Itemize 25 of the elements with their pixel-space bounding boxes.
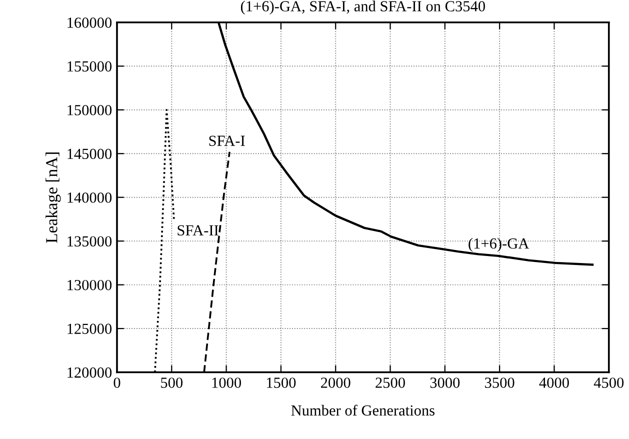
series-label: SFA-II bbox=[178, 225, 218, 236]
y-tick-label: 125000 bbox=[68, 324, 112, 334]
x-tick-label: 2500 bbox=[376, 378, 405, 388]
y-tick-label: 140000 bbox=[68, 192, 112, 203]
x-tick-label: 3000 bbox=[430, 378, 460, 388]
y-tick-label: 130000 bbox=[68, 280, 112, 290]
x-tick-label: 4000 bbox=[539, 378, 569, 388]
x-tick-label: 1000 bbox=[212, 378, 241, 388]
x-tick-label: 0 bbox=[114, 378, 120, 388]
y-tick-label: 120000 bbox=[68, 367, 112, 378]
x-tick-label: 3500 bbox=[485, 378, 514, 388]
y-tick-label: 160000 bbox=[68, 18, 112, 28]
x-tick-label: 1500 bbox=[267, 378, 296, 388]
y-tick-label: 155000 bbox=[68, 61, 112, 72]
y-axis-title: Leakage [nA] bbox=[46, 152, 61, 243]
x-tick-label: 500 bbox=[161, 378, 183, 388]
x-tick-label: 4500 bbox=[594, 378, 624, 388]
series-label: (1+6)-GA bbox=[468, 238, 530, 252]
y-tick-label: 135000 bbox=[68, 236, 112, 247]
series-label: SFA-I bbox=[209, 136, 245, 146]
y-tick-label: 145000 bbox=[68, 148, 112, 160]
chart-title: (1+6)-GA, SFA-I, and SFA-II on C3540 bbox=[240, 0, 485, 15]
x-tick-label: 2000 bbox=[321, 378, 350, 388]
y-tick-label: 150000 bbox=[68, 105, 112, 116]
x-axis-title: Number of Generations bbox=[291, 404, 434, 416]
